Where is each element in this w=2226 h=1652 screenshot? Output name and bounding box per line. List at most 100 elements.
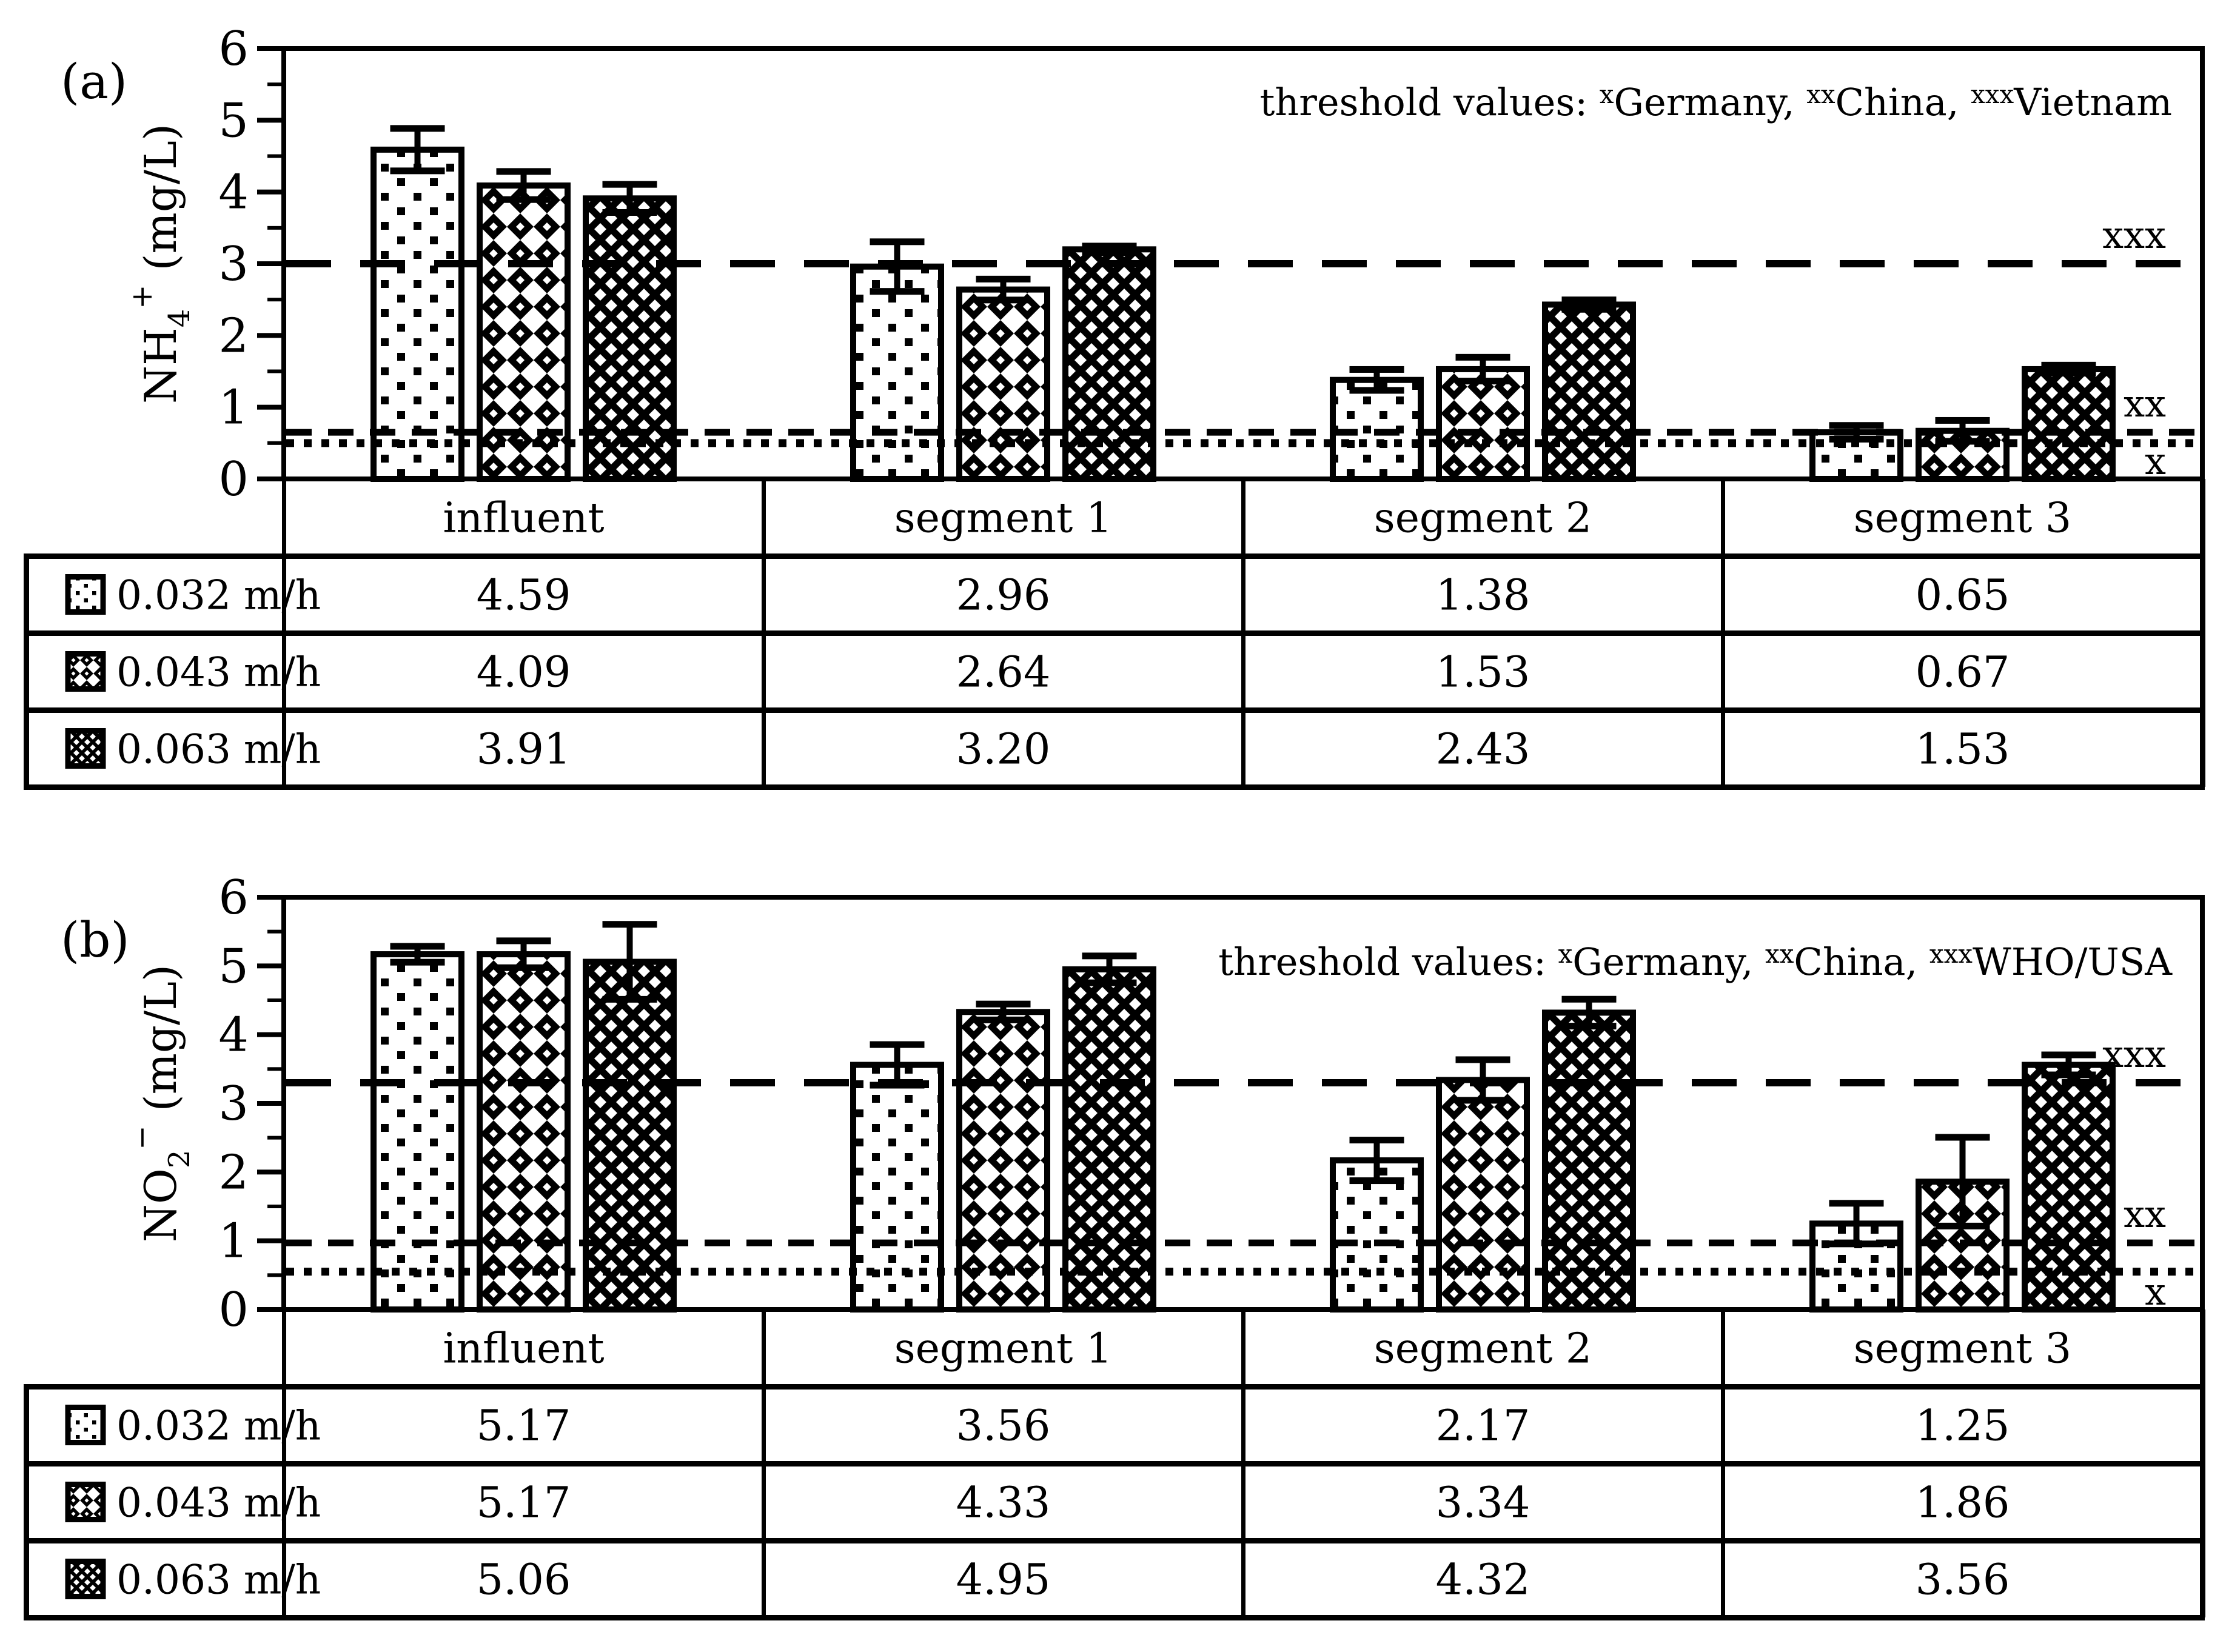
value-cell: 0.65 [1916, 570, 2010, 620]
error-cap-top [870, 1041, 925, 1048]
error-cap-top [2041, 1051, 2096, 1058]
bar-0032-segment-2 [1330, 1157, 1424, 1313]
error-cap-bottom [1349, 387, 1404, 394]
error-whisker [414, 946, 421, 963]
error-cap-bottom [1082, 979, 1137, 986]
error-cap-bottom [1455, 1097, 1510, 1104]
error-cap-top [976, 275, 1031, 283]
error-whisker [626, 924, 633, 1000]
y-tick-label: 6 [218, 22, 249, 76]
error-cap-top [1455, 1056, 1510, 1063]
bar-0063-segment-2 [1542, 1009, 1636, 1313]
error-bar [1082, 242, 1137, 256]
threshold-note: threshold values: xGermany, xxChina, xxx… [1218, 939, 2173, 984]
value-cell: 4.33 [956, 1478, 1051, 1528]
y-major-tick [257, 261, 284, 266]
error-whisker [1000, 278, 1007, 301]
error-bar [1349, 1137, 1404, 1185]
error-cap-bottom [1349, 1177, 1404, 1185]
table-vline-outer-left [24, 1384, 29, 1620]
bar-0063-influent [583, 195, 677, 482]
legend-label: 0.063 m/h [116, 726, 321, 773]
error-cap-bottom [976, 1016, 1031, 1023]
value-cell: 3.20 [956, 724, 1051, 774]
table-vline [1721, 479, 1725, 787]
error-cap-bottom [976, 296, 1031, 304]
error-cap-top [1455, 353, 1510, 361]
bar-0063-segment-2 [1542, 301, 1636, 482]
y-major-tick [257, 963, 284, 969]
error-cap-top [1349, 1137, 1404, 1144]
error-bar [2041, 1051, 2096, 1078]
y-major-tick [257, 1101, 284, 1106]
y-major-tick [257, 189, 284, 195]
table-vline [762, 1309, 766, 1617]
table-vline-outer-right [2200, 1309, 2205, 1617]
value-cell: 1.25 [1916, 1401, 2010, 1451]
table-hline [24, 1615, 2205, 1620]
y-tick-label: 3 [218, 1077, 249, 1131]
error-cap-bottom [602, 209, 657, 216]
error-bar [1082, 952, 1137, 986]
y-tick-label: 0 [218, 452, 249, 507]
category-header-cell: influent [443, 1325, 604, 1373]
value-cell: 2.17 [1436, 1401, 1530, 1451]
y-axis-label: NH4+ (mg/L) [125, 124, 196, 404]
legend-label: 0.032 m/h [116, 572, 321, 619]
value-cell: 3.56 [1916, 1555, 2010, 1605]
value-cell: 0.67 [1916, 647, 2010, 697]
error-cap-top [390, 125, 445, 132]
category-header-cell: influent [443, 495, 604, 543]
error-whisker [1853, 1203, 1860, 1245]
error-whisker [2065, 1054, 2072, 1075]
error-cap-top [1561, 995, 1617, 1003]
table-hline [24, 630, 2205, 636]
error-whisker [520, 940, 527, 968]
y-major-tick [257, 1238, 284, 1243]
error-cap-top [602, 181, 657, 188]
y-axis-label: NO2− (mg/L) [125, 965, 196, 1242]
error-cap-bottom [390, 958, 445, 966]
table-vline-outer-right [2200, 479, 2205, 787]
value-cell: 5.06 [477, 1555, 571, 1605]
error-cap-bottom [2041, 1071, 2096, 1078]
y-major-tick [257, 46, 284, 51]
y-minor-tick [267, 82, 284, 87]
y-major-tick [257, 895, 284, 900]
legend-swatch-diamond-light-icon [65, 1482, 106, 1522]
y-tick-label: 0 [218, 1283, 249, 1337]
y-minor-tick [267, 226, 284, 230]
y-tick-label: 6 [218, 871, 249, 925]
y-minor-tick [267, 998, 284, 1002]
legend-swatch-dots-icon [65, 1405, 106, 1445]
error-cap-top [1561, 296, 1617, 304]
category-header-cell: segment 1 [894, 495, 1112, 543]
error-whisker [520, 171, 527, 200]
bar-0043-segment-1 [956, 286, 1050, 482]
error-bar [1349, 366, 1404, 394]
error-cap-bottom [1082, 249, 1137, 256]
y-minor-tick [267, 441, 284, 445]
threshold-label: x [2145, 439, 2166, 483]
category-header-cell: segment 2 [1374, 1325, 1592, 1373]
legend-label: 0.063 m/h [116, 1557, 321, 1604]
panel-label: (b) [61, 912, 130, 968]
error-whisker [1959, 1137, 1966, 1226]
value-cell: 2.43 [1436, 724, 1530, 774]
error-cap-bottom [1455, 378, 1510, 385]
value-cell: 3.56 [956, 1401, 1051, 1451]
threshold-label: xxx [2102, 1032, 2166, 1076]
table-hline [24, 1384, 2205, 1389]
y-major-tick [257, 477, 284, 481]
error-whisker [1000, 1003, 1007, 1020]
y-tick-label: 4 [218, 1008, 249, 1063]
legend-label: 0.043 m/h [116, 1480, 321, 1527]
table-hline [24, 707, 2205, 713]
y-major-tick [257, 1032, 284, 1037]
y-tick-label: 4 [218, 166, 249, 220]
value-cell: 4.32 [1436, 1555, 1530, 1605]
value-cell: 4.95 [956, 1555, 1051, 1605]
error-cap-top [870, 238, 925, 246]
